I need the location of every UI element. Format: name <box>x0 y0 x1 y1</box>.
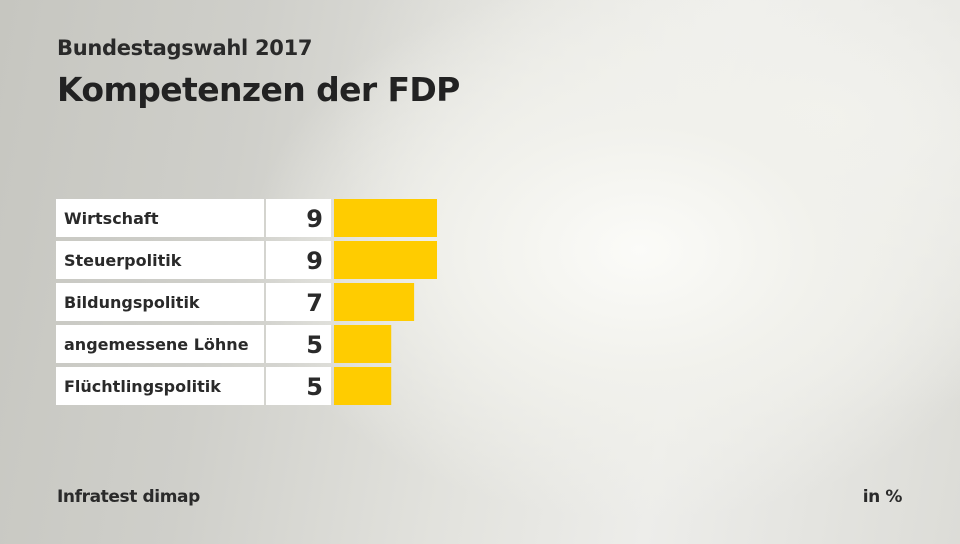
source-label: Infratest dimap <box>57 487 200 507</box>
chart-title: Kompetenzen der FDP <box>57 70 460 109</box>
unit-label: in % <box>862 487 903 507</box>
row-value-background <box>266 241 331 279</box>
category-label: Steuerpolitik <box>64 251 182 270</box>
value-label: 9 <box>306 247 323 275</box>
row-label-background <box>56 283 264 321</box>
bar <box>334 241 437 279</box>
bar <box>334 325 392 363</box>
category-label: angemessene Löhne <box>64 335 249 354</box>
category-label: Bildungspolitik <box>64 293 200 312</box>
row-value-background <box>266 367 331 405</box>
row-label-background <box>56 199 264 237</box>
value-label: 9 <box>306 205 323 233</box>
row-value-background <box>266 199 331 237</box>
chart-subtitle: Bundestagswahl 2017 <box>57 36 313 60</box>
row-label-background <box>56 241 264 279</box>
category-label: Wirtschaft <box>64 209 159 228</box>
bar <box>334 367 392 405</box>
value-label: 5 <box>306 331 323 359</box>
row-value-background <box>266 283 331 321</box>
row-label-background <box>56 325 264 363</box>
bar <box>334 283 415 321</box>
category-label: Flüchtlingspolitik <box>64 377 221 396</box>
value-label: 5 <box>306 373 323 401</box>
row-value-background <box>266 325 331 363</box>
bar <box>334 199 437 237</box>
value-label: 7 <box>306 289 323 317</box>
row-label-background <box>56 367 264 405</box>
